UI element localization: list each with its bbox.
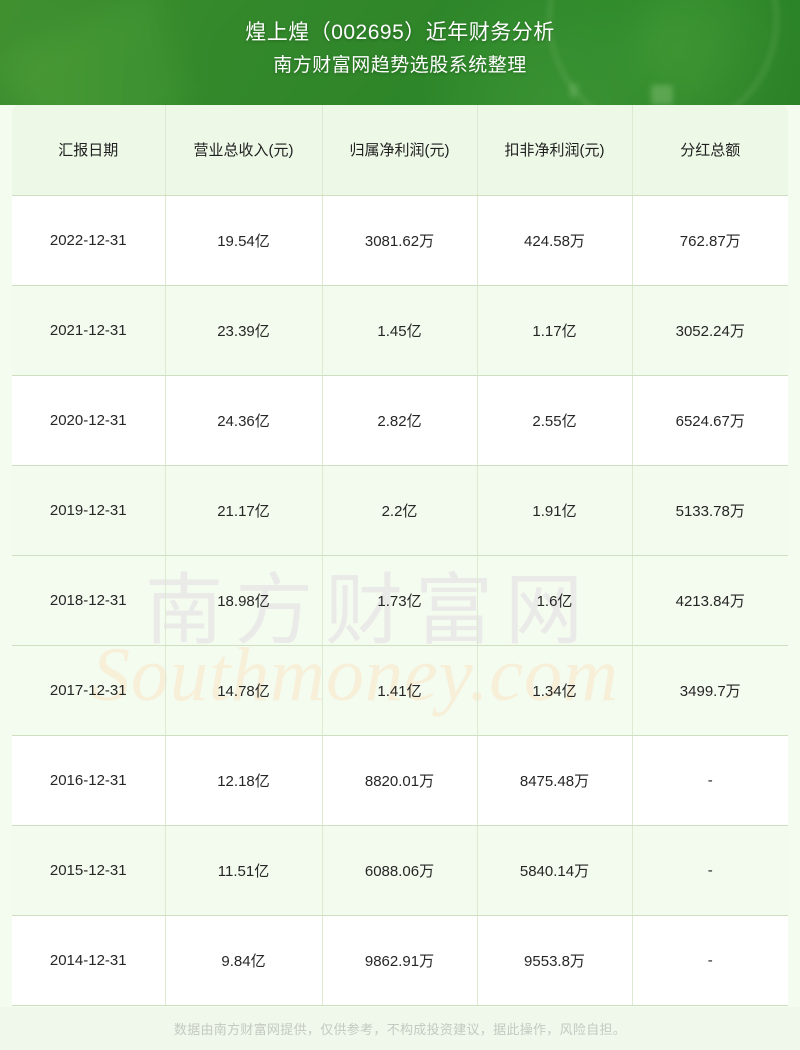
financial-table: 汇报日期 营业总收入(元) 归属净利润(元) 扣非净利润(元) 分红总额 202… bbox=[12, 105, 788, 1006]
cell-dividend-total: - bbox=[632, 915, 788, 1006]
gauge-full-label: F bbox=[569, 81, 581, 102]
financial-table-container: 汇报日期 营业总收入(元) 归属净利润(元) 扣非净利润(元) 分红总额 202… bbox=[12, 105, 788, 1006]
cell-dividend-total: 4213.84万 bbox=[632, 555, 788, 646]
cell-net-profit: 9862.91万 bbox=[322, 915, 478, 1006]
cell-report-date: 2022-12-31 bbox=[12, 195, 166, 286]
disclaimer-text: 数据由南方财富网提供，仅供参考，不构成投资建议，据此操作，风险自担。 bbox=[173, 1022, 627, 1037]
table-row: 2015-12-31 11.51亿 6088.06万 5840.14万 - bbox=[12, 825, 788, 916]
cell-deducted-net-profit: 1.34亿 bbox=[477, 645, 633, 736]
cell-dividend-total: 6524.67万 bbox=[632, 375, 788, 466]
cell-deducted-net-profit: 424.58万 bbox=[477, 195, 633, 286]
cell-report-date: 2018-12-31 bbox=[12, 555, 166, 646]
cell-net-profit: 1.73亿 bbox=[322, 555, 478, 646]
table-row: 2014-12-31 9.84亿 9862.91万 9553.8万 - bbox=[12, 915, 788, 1006]
table-row: 2018-12-31 18.98亿 1.73亿 1.6亿 4213.84万 bbox=[12, 555, 788, 646]
cell-deducted-net-profit: 1.17亿 bbox=[477, 285, 633, 376]
cell-deducted-net-profit: 1.6亿 bbox=[477, 555, 633, 646]
cell-dividend-total: - bbox=[632, 735, 788, 826]
table-row: 2019-12-31 21.17亿 2.2亿 1.91亿 5133.78万 bbox=[12, 465, 788, 556]
cell-total-revenue: 9.84亿 bbox=[165, 915, 323, 1006]
cell-dividend-total: 3052.24万 bbox=[632, 285, 788, 376]
cell-net-profit: 2.2亿 bbox=[322, 465, 478, 556]
page-subtitle: 南方财富网趋势选股系统整理 bbox=[273, 55, 527, 76]
cell-net-profit: 8820.01万 bbox=[322, 735, 478, 826]
cell-report-date: 2017-12-31 bbox=[12, 645, 166, 736]
page-banner: F 煌上煌（002695）近年财务分析 南方财富网趋势选股系统整理 bbox=[0, 0, 800, 105]
column-header-report-date: 汇报日期 bbox=[12, 105, 166, 196]
cell-dividend-total: - bbox=[632, 825, 788, 916]
column-header-deducted-net-profit: 扣非净利润(元) bbox=[477, 105, 633, 196]
cell-dividend-total: 762.87万 bbox=[632, 195, 788, 286]
table-header: 汇报日期 营业总收入(元) 归属净利润(元) 扣非净利润(元) 分红总额 bbox=[12, 105, 788, 196]
cell-deducted-net-profit: 8475.48万 bbox=[477, 735, 633, 826]
cell-report-date: 2016-12-31 bbox=[12, 735, 166, 826]
cell-deducted-net-profit: 9553.8万 bbox=[477, 915, 633, 1006]
page-title: 煌上煌（002695）近年财务分析 bbox=[245, 21, 555, 44]
banner-title-group: 煌上煌（002695）近年财务分析 南方财富网趋势选股系统整理 bbox=[0, 0, 800, 81]
cell-total-revenue: 11.51亿 bbox=[165, 825, 323, 916]
cell-report-date: 2020-12-31 bbox=[12, 375, 166, 466]
cell-total-revenue: 24.36亿 bbox=[165, 375, 323, 466]
column-header-dividend-total: 分红总额 bbox=[632, 105, 788, 196]
cell-report-date: 2019-12-31 bbox=[12, 465, 166, 556]
cell-total-revenue: 14.78亿 bbox=[165, 645, 323, 736]
cell-deducted-net-profit: 1.91亿 bbox=[477, 465, 633, 556]
cell-total-revenue: 18.98亿 bbox=[165, 555, 323, 646]
cell-total-revenue: 21.17亿 bbox=[165, 465, 323, 556]
fuel-pump-icon bbox=[651, 85, 673, 105]
table-row: 2021-12-31 23.39亿 1.45亿 1.17亿 3052.24万 bbox=[12, 285, 788, 376]
table-row: 2016-12-31 12.18亿 8820.01万 8475.48万 - bbox=[12, 735, 788, 826]
table-row: 2020-12-31 24.36亿 2.82亿 2.55亿 6524.67万 bbox=[12, 375, 788, 466]
table-body: 2022-12-31 19.54亿 3081.62万 424.58万 762.8… bbox=[12, 195, 788, 1006]
table-row: 2022-12-31 19.54亿 3081.62万 424.58万 762.8… bbox=[12, 195, 788, 286]
cell-report-date: 2015-12-31 bbox=[12, 825, 166, 916]
table-header-row: 汇报日期 营业总收入(元) 归属净利润(元) 扣非净利润(元) 分红总额 bbox=[12, 105, 788, 196]
cell-total-revenue: 12.18亿 bbox=[165, 735, 323, 826]
footer-disclaimer-bar: 数据由南方财富网提供，仅供参考，不构成投资建议，据此操作，风险自担。 bbox=[0, 1007, 800, 1050]
cell-report-date: 2021-12-31 bbox=[12, 285, 166, 376]
cell-net-profit: 6088.06万 bbox=[322, 825, 478, 916]
table-row: 2017-12-31 14.78亿 1.41亿 1.34亿 3499.7万 bbox=[12, 645, 788, 736]
cell-net-profit: 3081.62万 bbox=[322, 195, 478, 286]
column-header-total-revenue: 营业总收入(元) bbox=[165, 105, 323, 196]
cell-net-profit: 1.45亿 bbox=[322, 285, 478, 376]
cell-total-revenue: 23.39亿 bbox=[165, 285, 323, 376]
cell-total-revenue: 19.54亿 bbox=[165, 195, 323, 286]
cell-net-profit: 2.82亿 bbox=[322, 375, 478, 466]
cell-dividend-total: 5133.78万 bbox=[632, 465, 788, 556]
cell-net-profit: 1.41亿 bbox=[322, 645, 478, 736]
column-header-net-profit: 归属净利润(元) bbox=[322, 105, 478, 196]
cell-deducted-net-profit: 5840.14万 bbox=[477, 825, 633, 916]
cell-deducted-net-profit: 2.55亿 bbox=[477, 375, 633, 466]
cell-report-date: 2014-12-31 bbox=[12, 915, 166, 1006]
cell-dividend-total: 3499.7万 bbox=[632, 645, 788, 736]
